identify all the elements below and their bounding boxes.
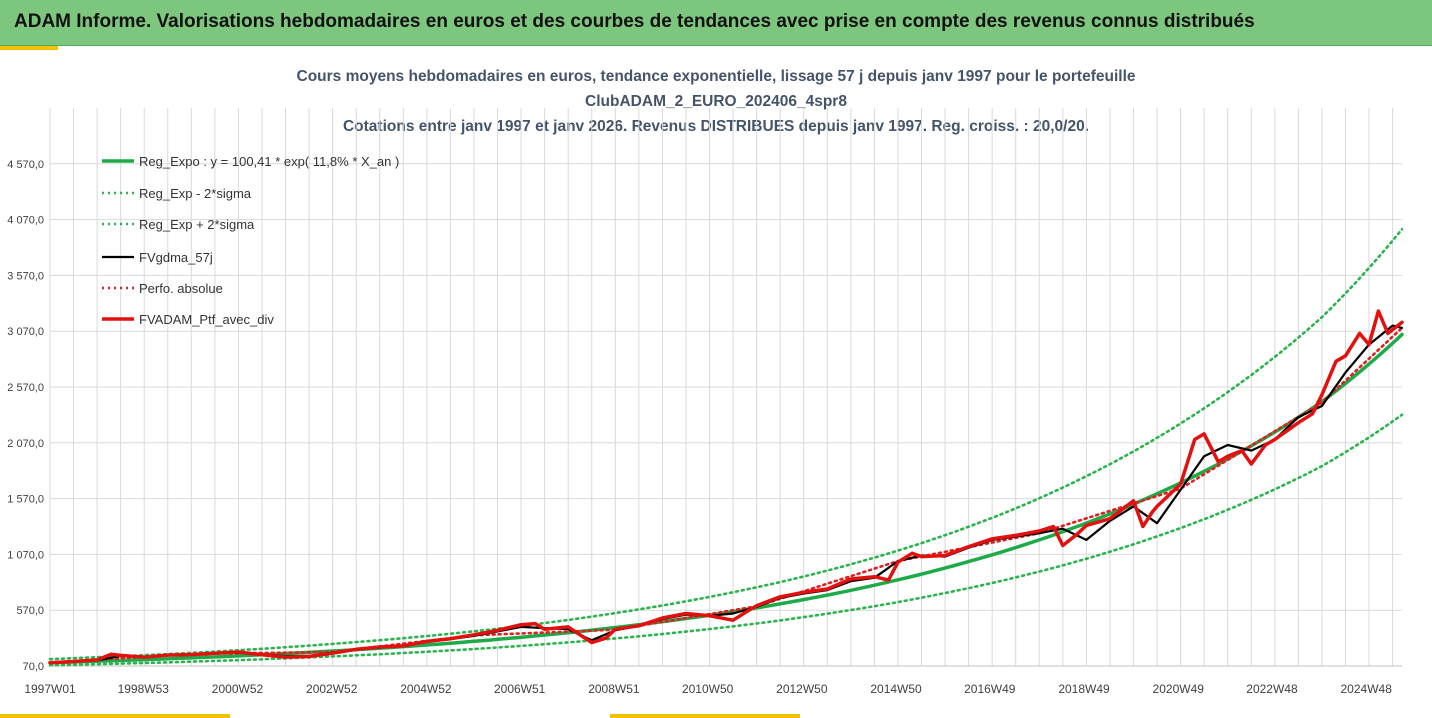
y-tick-label: 2 070,0: [7, 438, 44, 450]
accent-strip-bottom-mid: [610, 714, 800, 718]
accent-strip-bottom-left: [0, 714, 230, 718]
x-tick-label: 2024W48: [1341, 682, 1393, 696]
y-tick-label: 1 570,0: [7, 494, 44, 506]
x-tick-label: 2010W50: [682, 682, 734, 696]
legend-label: FVADAM_Ptf_avec_div: [139, 312, 274, 327]
x-tick-label: 2018W49: [1058, 682, 1110, 696]
x-tick-label: 2002W52: [306, 682, 358, 696]
y-tick-label: 2 570,0: [7, 382, 44, 394]
series-line-4: [48, 326, 1404, 664]
y-tick-label: 4 070,0: [7, 215, 44, 227]
y-tick-label: 1 070,0: [7, 549, 44, 561]
legend-label: Reg_Exp + 2*sigma: [139, 217, 255, 232]
x-tick-label: 2022W48: [1246, 682, 1298, 696]
accent-strip-top: [0, 46, 58, 50]
legend-label: Perfo. absolue: [139, 281, 223, 296]
header-bar: ADAM Informe. Valorisations hebdomadaire…: [0, 0, 1432, 46]
y-tick-label: 3 070,0: [7, 326, 44, 338]
series-line-1: [48, 413, 1404, 667]
x-tick-label: 2006W51: [494, 682, 546, 696]
chart-grid: [49, 108, 1402, 667]
y-tick-label: 4 570,0: [7, 159, 44, 171]
chart-title-line: Cotations entre janv 1997 et janv 2026. …: [343, 118, 1089, 135]
legend-label: Reg_Exp - 2*sigma: [139, 186, 252, 201]
series-line-2: [48, 228, 1404, 661]
chart-title-line: Cours moyens hebdomadaires en euros, ten…: [297, 68, 1136, 85]
x-tick-label: 2004W52: [400, 682, 452, 696]
x-tick-label: 2014W50: [870, 682, 922, 696]
y-axis-ticks: 70,0 570,0 1 070,0 1 570,0 2 070,0 2 570,0 3 0…: [7, 159, 44, 673]
x-tick-label: 2020W49: [1153, 682, 1205, 696]
chart-legend: Reg_Expo : y = 100,41 * exp( 11,8% * X_a…: [102, 154, 399, 327]
legend-label: Reg_Expo : y = 100,41 * exp( 11,8% * X_a…: [139, 154, 399, 169]
chart-title-line: ClubADAM_2_EURO_202406_4spr8: [585, 93, 847, 110]
x-tick-label: 2008W51: [588, 682, 640, 696]
x-tick-label: 2012W50: [776, 682, 828, 696]
x-axis-ticks: 1997W01 1998W53 2000W52 2002W52 2004W52 2006W…: [24, 682, 1392, 696]
chart-title: Cours moyens hebdomadaires en euros, ten…: [297, 68, 1136, 135]
x-tick-label: 1998W53: [118, 682, 170, 696]
y-tick-label: 3 570,0: [7, 270, 44, 282]
page-title: ADAM Informe. Valorisations hebdomadaire…: [14, 11, 1255, 32]
y-tick-label: 70,0: [23, 661, 44, 673]
x-tick-label: 2016W49: [964, 682, 1016, 696]
legend-label: FVgdma_57j: [139, 250, 213, 265]
series-line-5: [48, 309, 1404, 665]
y-tick-label: 570,0: [16, 605, 44, 617]
x-tick-label: 2000W52: [212, 682, 264, 696]
x-tick-label: 1997W01: [24, 682, 76, 696]
chart-series: [48, 228, 1404, 667]
